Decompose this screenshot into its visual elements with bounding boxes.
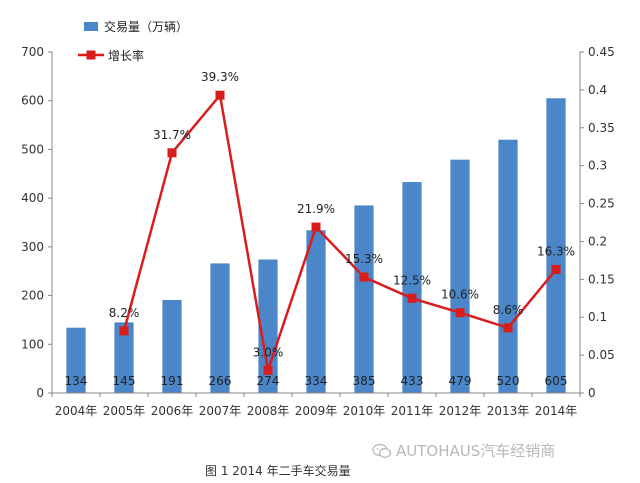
x-tick-label: 2014年 [535, 404, 578, 418]
bar-value-label: 191 [161, 374, 184, 388]
x-tick-label: 2009年 [295, 404, 338, 418]
legend-line-label: 增长率 [108, 48, 144, 63]
left-tick-label: 200 [21, 289, 44, 303]
growth-marker [311, 222, 321, 232]
growth-marker [551, 264, 561, 274]
legend-bar-swatch [84, 22, 98, 31]
growth-marker [455, 308, 465, 318]
growth-value-label: 3.0% [253, 345, 284, 359]
bar-value-label: 385 [353, 374, 376, 388]
right-tick-label: 0.25 [588, 197, 615, 211]
growth-marker [503, 323, 513, 333]
right-tick-label: 0.45 [588, 45, 615, 59]
growth-marker [359, 272, 369, 282]
x-tick-label: 2012年 [439, 404, 482, 418]
growth-value-label: 8.6% [493, 303, 524, 317]
growth-value-label: 10.6% [441, 288, 479, 302]
left-tick-label: 600 [21, 94, 44, 108]
figure-caption: 图 1 2014 年二手车交易量 [205, 464, 351, 478]
right-tick-label: 0.3 [588, 159, 607, 173]
bar [114, 322, 134, 393]
growth-value-label: 21.9% [297, 202, 335, 216]
growth-value-label: 31.7% [153, 128, 191, 142]
bar-value-label: 520 [497, 374, 520, 388]
bar [66, 327, 86, 393]
x-tick-label: 2005年 [103, 404, 146, 418]
x-tick-label: 2007年 [199, 404, 242, 418]
bar [546, 98, 566, 394]
legend: 交易量（万辆） 增长率 [78, 19, 188, 63]
bar [402, 182, 422, 393]
right-tick-label: 0.2 [588, 234, 607, 248]
right-tick-label: 0.4 [588, 83, 607, 97]
left-tick-label: 0 [36, 386, 44, 400]
growth-value-label: 16.3% [537, 244, 575, 258]
growth-value-label: 15.3% [345, 252, 383, 266]
right-tick-label: 0.35 [588, 121, 615, 135]
growth-marker [167, 148, 177, 158]
legend-line-marker [86, 50, 96, 60]
line-value-labels: 8.2% 31.7% 39.3% 3.0% 21.9% 15.3% 12.5% 10.6% 8.… [109, 70, 575, 359]
bar-value-labels: 134 145 191 266 274 334 385 433 479 520 605 [65, 374, 568, 388]
x-tick-label: 2011年 [391, 404, 434, 418]
left-tick-label: 300 [21, 240, 44, 254]
growth-value-label: 12.5% [393, 273, 431, 287]
axes: 0 100 200 300 400 500 600 700 0 0.05 0.1 0.15 0.2 0.2… [21, 45, 615, 418]
watermark-text: AUTOHAUS汽车经销商 [396, 442, 556, 460]
bar [450, 159, 470, 393]
bar-value-label: 479 [449, 374, 472, 388]
left-tick-label: 700 [21, 45, 44, 59]
bar [498, 139, 518, 393]
x-tick-label: 2004年 [55, 404, 98, 418]
left-tick-label: 100 [21, 337, 44, 351]
bar-value-label: 433 [401, 374, 424, 388]
growth-marker [215, 90, 225, 100]
right-tick-label: 0.05 [588, 348, 615, 362]
wechat-icon [372, 443, 392, 458]
x-tick-label: 2013年 [487, 404, 530, 418]
growth-marker [407, 293, 417, 303]
bar-value-label: 134 [65, 374, 88, 388]
bar [210, 263, 230, 393]
right-tick-label: 0.15 [588, 272, 615, 286]
right-tick-label: 0 [588, 386, 596, 400]
left-tick-label: 500 [21, 142, 44, 156]
bar [162, 299, 182, 393]
line-series [119, 90, 561, 375]
x-tick-label: 2006年 [151, 404, 194, 418]
bar [354, 205, 374, 393]
growth-marker [263, 365, 273, 375]
right-tick-label: 0.1 [588, 310, 607, 324]
growth-line [122, 92, 557, 371]
bar-value-label: 605 [545, 374, 568, 388]
bar [306, 230, 326, 393]
left-tick-label: 400 [21, 191, 44, 205]
bar-value-label: 145 [113, 374, 136, 388]
bar-value-label: 266 [209, 374, 232, 388]
growth-marker [119, 326, 129, 336]
legend-bar-label: 交易量（万辆） [104, 19, 188, 34]
bar-series [66, 98, 566, 394]
growth-value-label: 39.3% [201, 70, 239, 84]
growth-value-label: 8.2% [109, 306, 140, 320]
x-tick-label: 2010年 [343, 404, 386, 418]
x-tick-label: 2008年 [247, 404, 290, 418]
bar-value-label: 274 [257, 374, 280, 388]
bar-value-label: 334 [305, 374, 328, 388]
watermark: AUTOHAUS汽车经销商 [372, 440, 555, 461]
